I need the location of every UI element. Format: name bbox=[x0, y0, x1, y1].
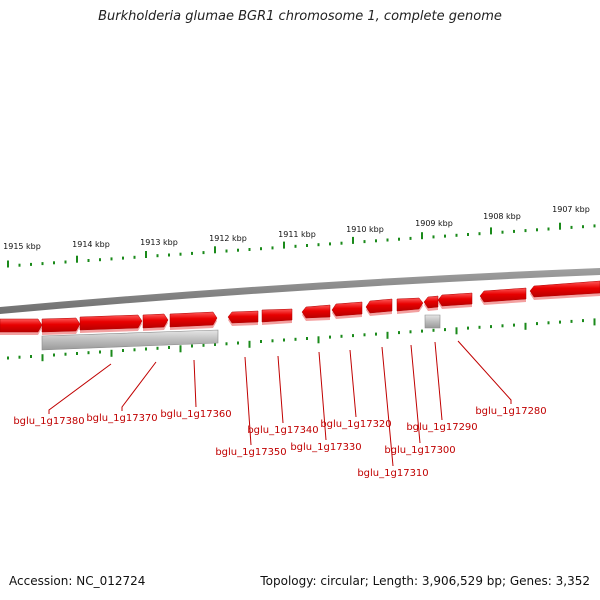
gene-label-11: bglu_1g17280 bbox=[475, 406, 546, 417]
scale-label-2: 1914 kbp bbox=[72, 240, 110, 249]
leader-line-1 bbox=[48, 363, 112, 414]
gene-arrow-4 bbox=[142, 313, 169, 329]
gene-labels: bglu_1g17380 bglu_1g17370 bglu_1g17360bglu… bbox=[13, 406, 546, 479]
scale-label-3: 1913 kbp bbox=[140, 238, 178, 247]
leader-line-7 bbox=[349, 349, 357, 418]
leader-line-11 bbox=[457, 340, 512, 404]
scale-labels: 1915 kbp 1914 kbp 1913 kbp 1912 kbp 1911 kbp… bbox=[3, 205, 590, 251]
scale-label-4: 1912 kbp bbox=[209, 234, 247, 243]
gene-label-8: bglu_1g17310 bbox=[357, 468, 428, 479]
gene-label-1: bglu_1g17380 bbox=[13, 416, 84, 427]
gene-arrow-12 bbox=[423, 295, 439, 309]
leader-line-4 bbox=[244, 356, 252, 446]
gene-label-9: bglu_1g17300 bbox=[384, 445, 455, 456]
scale-label-1: 1915 kbp bbox=[3, 242, 41, 251]
gene-arrow-9 bbox=[331, 301, 363, 317]
gene-label-leaders bbox=[48, 340, 512, 467]
gene-label-3: bglu_1g17360 bbox=[160, 409, 231, 420]
leader-line-9 bbox=[410, 344, 421, 444]
gene-label-7: bglu_1g17320 bbox=[320, 419, 391, 430]
gene-arrow-2 bbox=[41, 317, 81, 333]
gene-arrow-7 bbox=[261, 308, 293, 323]
gene-arrow-11 bbox=[396, 297, 424, 312]
gene-label-10: bglu_1g17290 bbox=[406, 422, 477, 433]
gene-label-5: bglu_1g17340 bbox=[247, 425, 318, 436]
leader-line-10 bbox=[434, 341, 443, 421]
scale-label-9: 1907 kbp bbox=[552, 205, 590, 214]
leader-line-3 bbox=[193, 359, 197, 408]
scale-label-6: 1910 kbp bbox=[346, 225, 384, 234]
gene-label-2: bglu_1g17370 bbox=[86, 413, 157, 424]
leader-line-5 bbox=[277, 355, 284, 424]
gene-arrow-10 bbox=[365, 298, 393, 314]
leader-line-2 bbox=[121, 361, 157, 411]
scale-label-8: 1908 kbp bbox=[483, 212, 521, 221]
genome-backbone bbox=[0, 268, 600, 314]
gene-arrow-6 bbox=[227, 310, 259, 324]
leader-line-8 bbox=[381, 346, 394, 467]
map-title: Burkholderia glumae BGR1 chromosome 1, c… bbox=[98, 9, 502, 24]
gene-arrow-1 bbox=[0, 318, 43, 333]
gene-label-4: bglu_1g17350 bbox=[215, 447, 286, 458]
gene-arrow-5 bbox=[169, 311, 218, 328]
inner-scale-ticks bbox=[7, 318, 596, 362]
scale-label-5: 1911 kbp bbox=[278, 230, 316, 239]
gray-feature-small bbox=[424, 314, 441, 329]
outer-scale-ticks bbox=[7, 222, 596, 268]
gene-label-6: bglu_1g17330 bbox=[290, 442, 361, 453]
gene-arrow-8 bbox=[301, 304, 331, 319]
gene-features bbox=[0, 280, 600, 335]
gene-arrow-15 bbox=[529, 280, 600, 298]
topology-text: Topology: circular; Length: 3,906,529 bp… bbox=[260, 574, 590, 588]
scale-label-7: 1909 kbp bbox=[415, 219, 453, 228]
leader-line-6 bbox=[318, 351, 327, 441]
gray-feature-left bbox=[41, 329, 219, 351]
gene-arrow-14 bbox=[479, 287, 527, 303]
gene-arrow-3 bbox=[79, 314, 143, 331]
gene-arrow-13 bbox=[437, 292, 473, 307]
accession-text: Accession: NC_012724 bbox=[9, 574, 146, 588]
